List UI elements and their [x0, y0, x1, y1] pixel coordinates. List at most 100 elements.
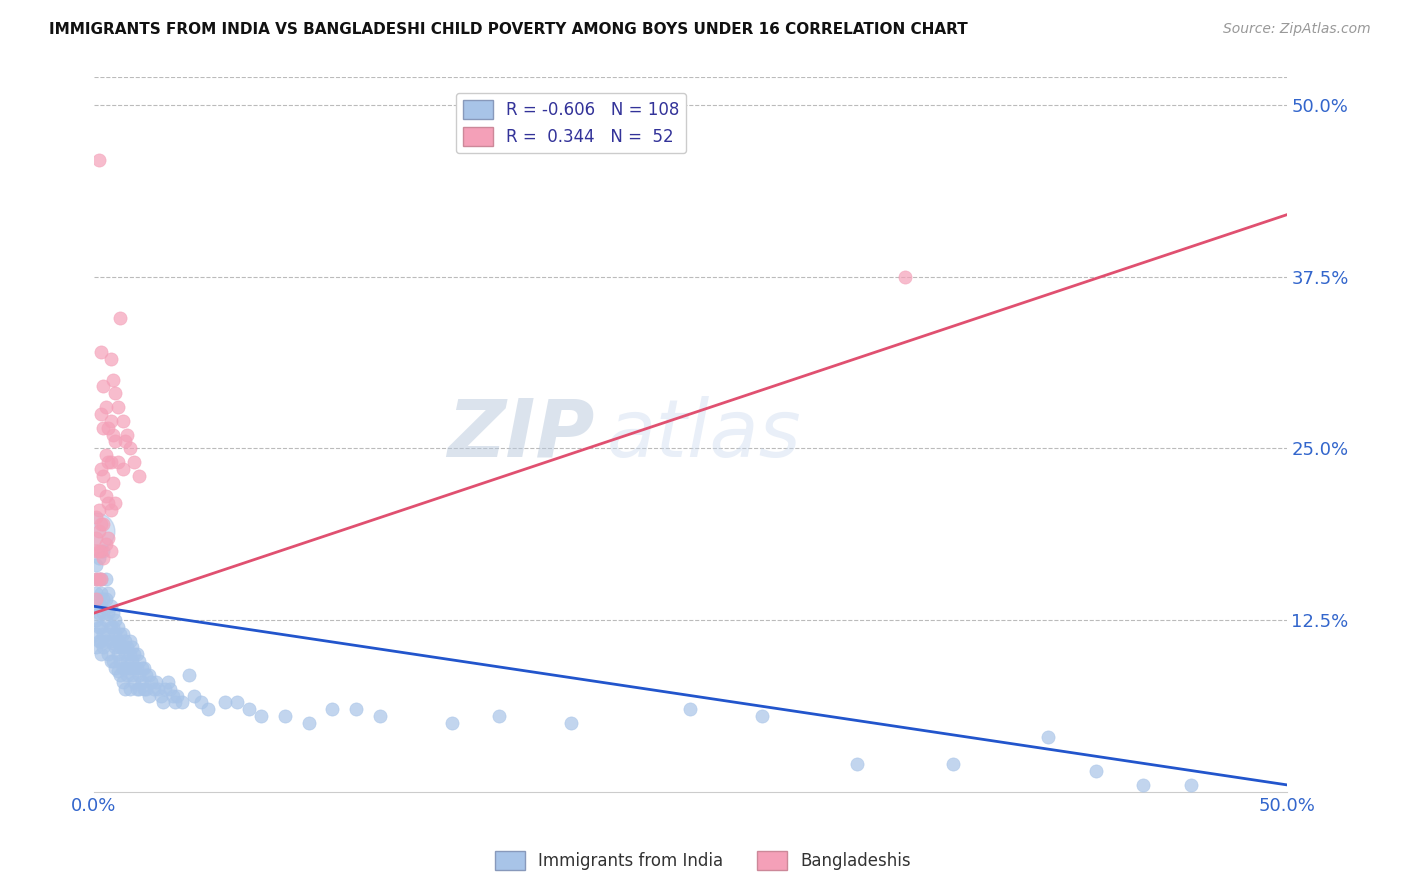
- Point: [142, 681, 165, 696]
- Point: [124, 674, 146, 689]
- Point: [128, 468, 150, 483]
- Point: [128, 668, 150, 682]
- Point: [111, 462, 134, 476]
- Point: [104, 386, 127, 401]
- Point: [101, 654, 124, 668]
- Point: [114, 661, 136, 675]
- Point: [894, 269, 917, 284]
- Point: [148, 681, 170, 696]
- Point: [93, 551, 115, 566]
- Point: [440, 716, 463, 731]
- Point: [93, 379, 115, 393]
- Point: [87, 606, 110, 620]
- Legend: Immigrants from India, Bangladeshis: Immigrants from India, Bangladeshis: [488, 844, 918, 877]
- Point: [100, 503, 122, 517]
- Point: [125, 661, 148, 675]
- Point: [149, 689, 172, 703]
- Point: [132, 661, 155, 675]
- Text: IMMIGRANTS FROM INDIA VS BANGLADESHI CHILD POVERTY AMONG BOYS UNDER 16 CORRELATI: IMMIGRANTS FROM INDIA VS BANGLADESHI CHI…: [49, 22, 967, 37]
- Point: [128, 681, 150, 696]
- Point: [111, 626, 134, 640]
- Point: [111, 674, 134, 689]
- Point: [100, 620, 122, 634]
- Point: [114, 633, 136, 648]
- Point: [135, 681, 157, 696]
- Point: [163, 695, 186, 709]
- Point: [90, 345, 112, 359]
- Point: [100, 633, 122, 648]
- Point: [100, 544, 122, 558]
- Point: [87, 153, 110, 167]
- Point: [86, 599, 108, 614]
- Point: [108, 640, 131, 655]
- Point: [90, 572, 112, 586]
- Point: [90, 620, 112, 634]
- Point: [107, 620, 129, 634]
- Point: [94, 592, 117, 607]
- Point: [108, 668, 131, 682]
- Point: [132, 681, 155, 696]
- Point: [214, 695, 236, 709]
- Point: [118, 633, 141, 648]
- Point: [751, 709, 773, 723]
- Point: [190, 695, 212, 709]
- Point: [90, 633, 112, 648]
- Point: [124, 648, 146, 662]
- Point: [117, 654, 139, 668]
- Point: [94, 633, 117, 648]
- Point: [93, 592, 115, 607]
- Point: [108, 310, 131, 325]
- Point: [93, 626, 115, 640]
- Point: [1180, 778, 1202, 792]
- Point: [117, 427, 139, 442]
- Point: [93, 640, 115, 655]
- Point: [131, 661, 153, 675]
- Point: [101, 475, 124, 490]
- Text: Source: ZipAtlas.com: Source: ZipAtlas.com: [1223, 22, 1371, 37]
- Point: [101, 606, 124, 620]
- Point: [104, 626, 127, 640]
- Point: [114, 648, 136, 662]
- Point: [101, 636, 124, 650]
- Point: [118, 648, 141, 662]
- Point: [156, 674, 179, 689]
- Point: [297, 716, 319, 731]
- Legend: R = -0.606   N = 108, R =  0.344   N =  52: R = -0.606 N = 108, R = 0.344 N = 52: [456, 93, 686, 153]
- Point: [97, 531, 120, 545]
- Point: [101, 620, 124, 634]
- Point: [155, 681, 177, 696]
- Point: [86, 585, 108, 599]
- Point: [104, 434, 127, 449]
- Point: [93, 420, 115, 434]
- Point: [86, 640, 108, 655]
- Point: [93, 468, 115, 483]
- Point: [108, 654, 131, 668]
- Point: [321, 702, 343, 716]
- Point: [114, 434, 136, 449]
- Point: [114, 681, 136, 696]
- Point: [90, 516, 112, 531]
- Point: [111, 661, 134, 675]
- Point: [94, 400, 117, 414]
- Point: [94, 489, 117, 503]
- Text: ZIP: ZIP: [447, 395, 595, 474]
- Point: [97, 626, 120, 640]
- Point: [90, 572, 112, 586]
- Point: [86, 544, 108, 558]
- Point: [90, 648, 112, 662]
- Point: [94, 613, 117, 627]
- Text: atlas: atlas: [607, 395, 801, 474]
- Point: [846, 757, 869, 772]
- Point: [179, 668, 201, 682]
- Point: [183, 689, 205, 703]
- Point: [488, 709, 510, 723]
- Point: [86, 572, 108, 586]
- Point: [97, 496, 120, 510]
- Point: [560, 716, 582, 731]
- Point: [93, 544, 115, 558]
- Point: [1132, 778, 1154, 792]
- Point: [250, 709, 273, 723]
- Point: [87, 503, 110, 517]
- Point: [104, 613, 127, 627]
- Point: [90, 407, 112, 421]
